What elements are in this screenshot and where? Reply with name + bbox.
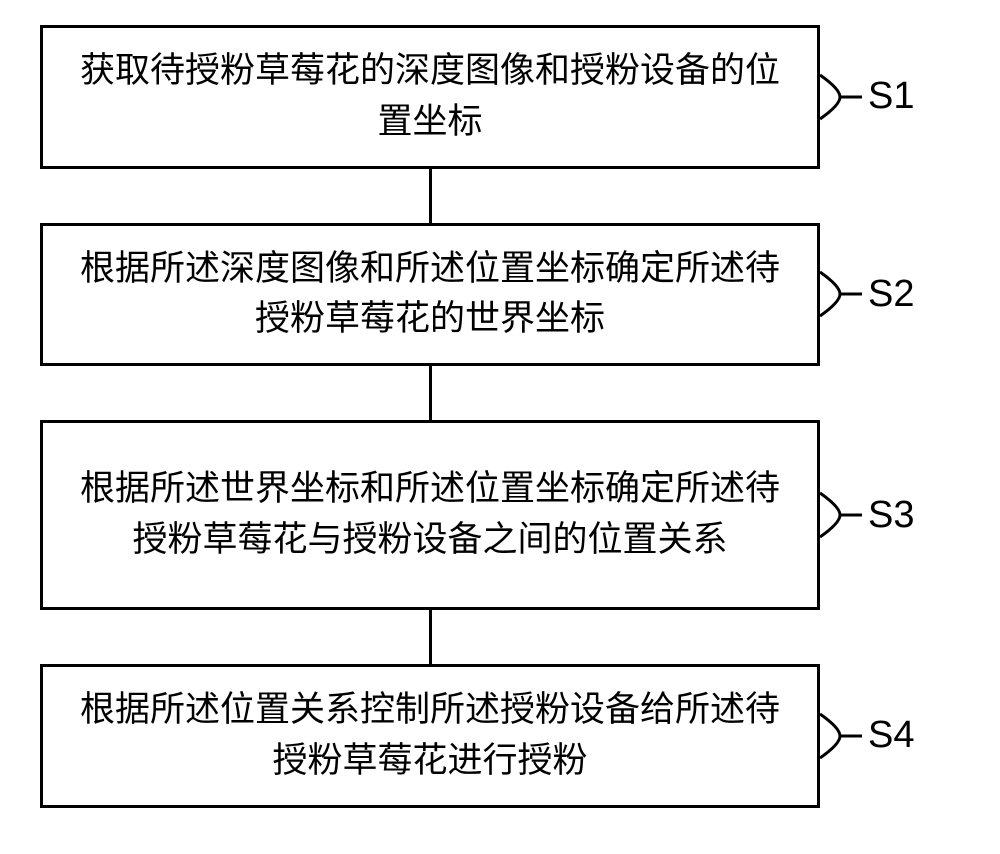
step-label-s3: S3	[868, 494, 914, 537]
flow-step: 根据所述世界坐标和所述位置坐标确定所述待授粉草莓花与授粉设备之间的位置关系 S3	[40, 420, 960, 610]
curve-connector-icon	[818, 67, 866, 127]
flow-box-s3: 根据所述世界坐标和所述位置坐标确定所述待授粉草莓花与授粉设备之间的位置关系	[40, 420, 820, 610]
flow-box-text: 根据所述世界坐标和所述位置坐标确定所述待授粉草莓花与授粉设备之间的位置关系	[67, 464, 793, 566]
connector-line	[429, 366, 432, 420]
connector-line	[429, 169, 432, 223]
flow-box-text: 根据所述位置关系控制所述授粉设备给所述待授粉草莓花进行授粉	[67, 685, 793, 787]
flowchart-container: 获取待授粉草莓花的深度图像和授粉设备的位置坐标 S1 根据所述深度图像和所述位置…	[40, 25, 960, 808]
flow-box-text: 获取待授粉草莓花的深度图像和授粉设备的位置坐标	[67, 46, 793, 148]
step-label-wrap: S3	[818, 485, 914, 545]
flow-box-s4: 根据所述位置关系控制所述授粉设备给所述待授粉草莓花进行授粉	[40, 664, 820, 808]
connector-wrap	[40, 610, 820, 664]
flow-box-s2: 根据所述深度图像和所述位置坐标确定所述待授粉草莓花的世界坐标	[40, 223, 820, 367]
step-label-s4: S4	[868, 714, 914, 757]
step-label-s2: S2	[868, 273, 914, 316]
curve-connector-icon	[818, 264, 866, 324]
connector-wrap	[40, 366, 820, 420]
flow-box-text: 根据所述深度图像和所述位置坐标确定所述待授粉草莓花的世界坐标	[67, 244, 793, 346]
step-label-wrap: S4	[818, 706, 914, 766]
step-label-wrap: S2	[818, 264, 914, 324]
curve-connector-icon	[818, 485, 866, 545]
connector-line	[429, 610, 432, 664]
flow-step: 根据所述位置关系控制所述授粉设备给所述待授粉草莓花进行授粉 S4	[40, 664, 960, 808]
step-label-s1: S1	[868, 75, 914, 118]
flow-step: 获取待授粉草莓花的深度图像和授粉设备的位置坐标 S1	[40, 25, 960, 169]
connector-wrap	[40, 169, 820, 223]
step-label-wrap: S1	[818, 67, 914, 127]
curve-connector-icon	[818, 706, 866, 766]
flow-box-s1: 获取待授粉草莓花的深度图像和授粉设备的位置坐标	[40, 25, 820, 169]
flow-step: 根据所述深度图像和所述位置坐标确定所述待授粉草莓花的世界坐标 S2	[40, 223, 960, 367]
